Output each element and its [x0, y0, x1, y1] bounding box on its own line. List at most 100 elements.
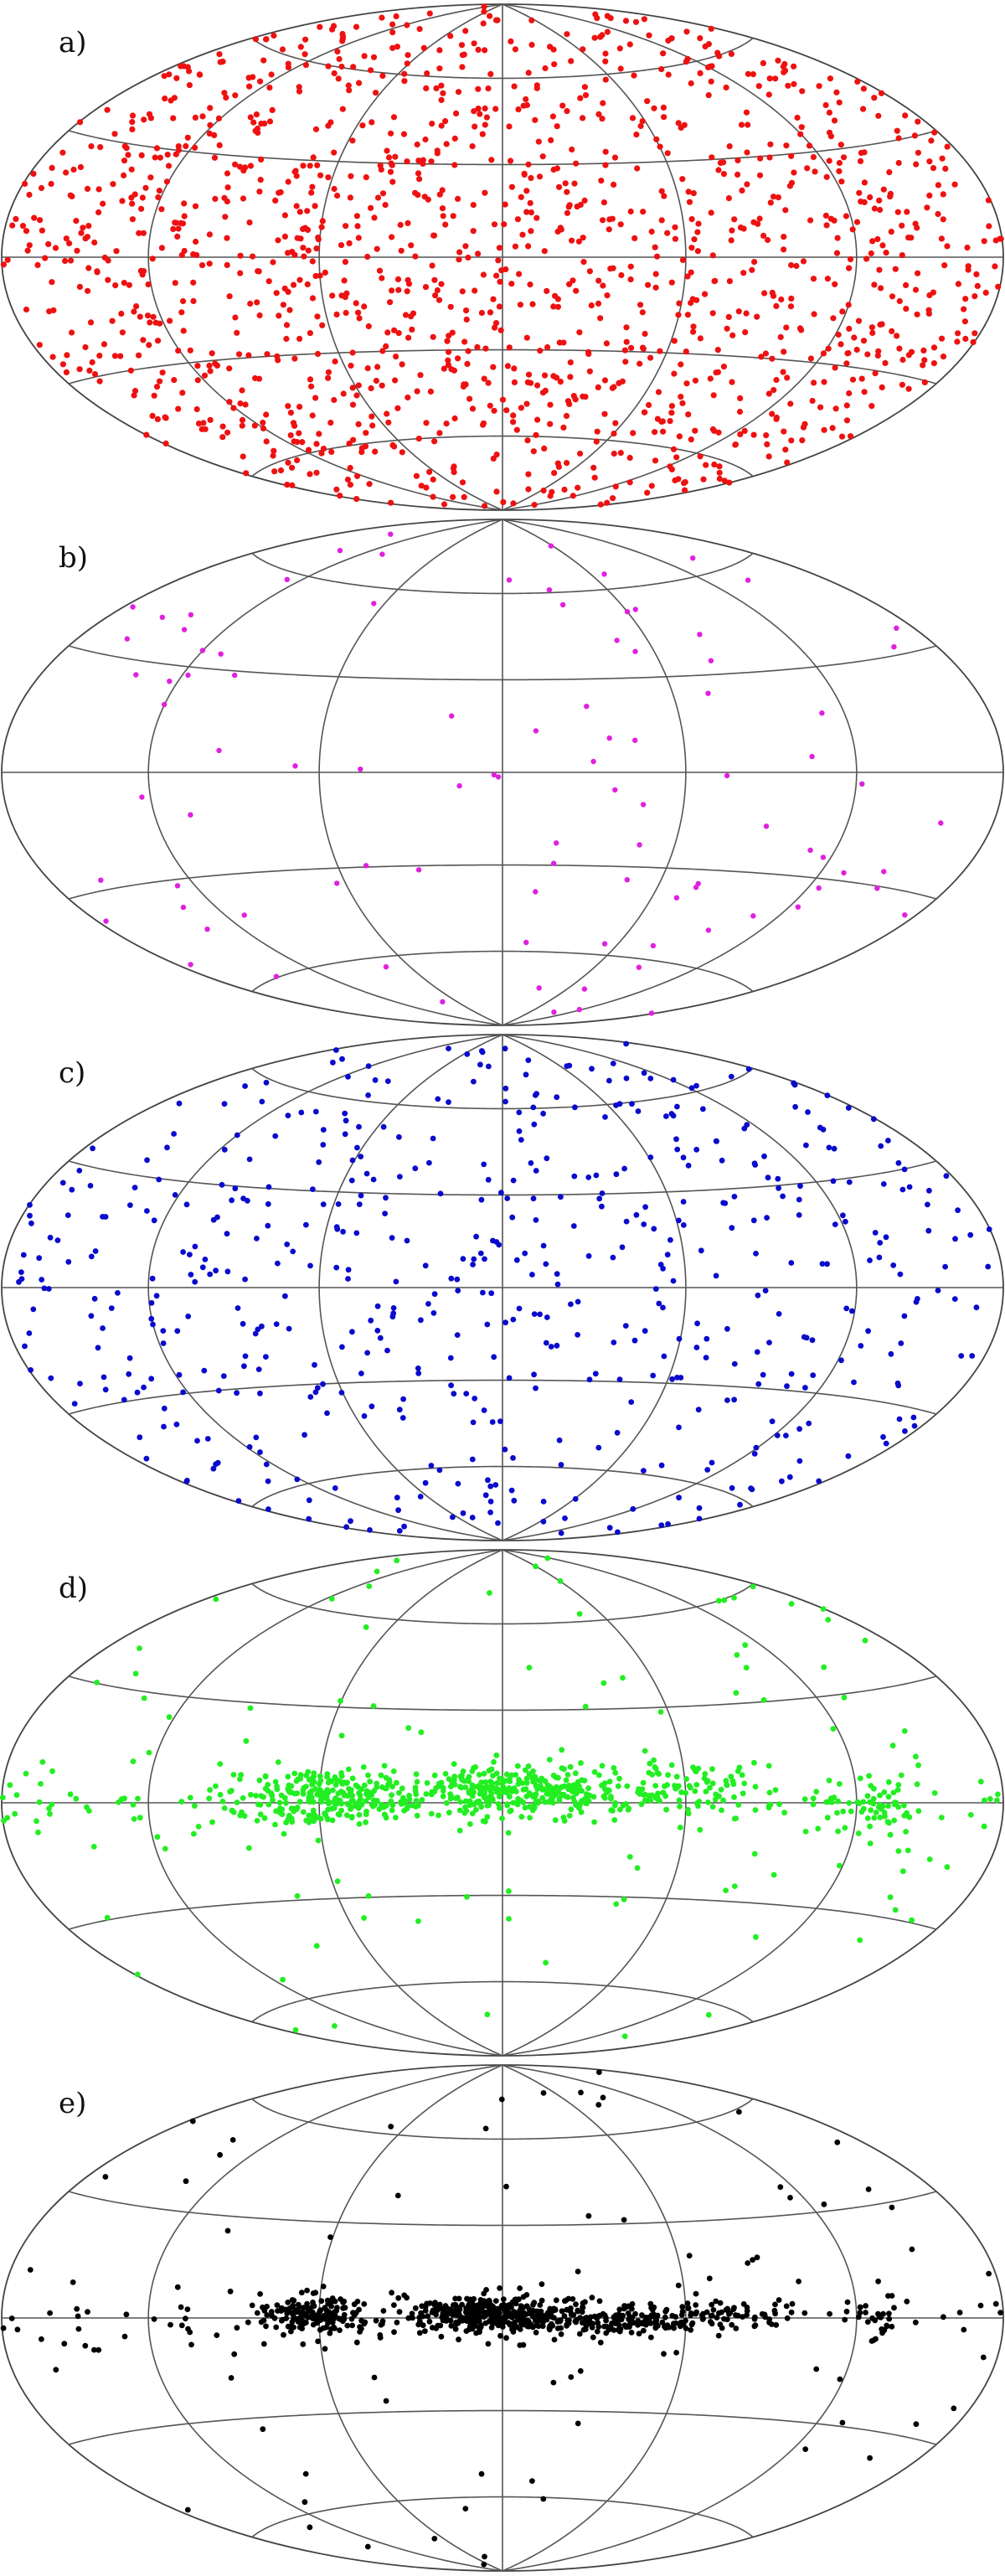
data-point	[773, 414, 781, 421]
data-point	[131, 388, 139, 395]
data-point	[640, 345, 647, 352]
data-point	[755, 220, 761, 227]
data-point	[26, 1330, 33, 1336]
data-point	[453, 110, 460, 116]
data-point	[547, 401, 554, 408]
data-point	[364, 1350, 370, 1356]
data-point	[738, 121, 745, 128]
data-point	[479, 131, 486, 137]
data-point	[902, 112, 909, 119]
data-point	[373, 377, 379, 385]
data-point	[300, 2341, 307, 2347]
data-point	[385, 154, 393, 161]
data-point	[489, 1419, 496, 1425]
data-point	[955, 1207, 961, 1214]
data-point	[337, 548, 343, 554]
data-point	[111, 353, 118, 359]
data-point	[909, 2246, 915, 2253]
data-point	[967, 1812, 974, 1818]
data-point	[286, 1325, 292, 1332]
data-point	[911, 1422, 918, 1429]
data-point	[464, 2318, 470, 2324]
data-point	[213, 1267, 219, 1274]
data-point	[522, 1767, 528, 1773]
data-point	[535, 1799, 542, 1804]
data-point	[358, 1192, 364, 1199]
data-point	[456, 2336, 461, 2343]
data-point	[355, 1804, 362, 1811]
data-point	[383, 963, 389, 970]
data-point	[173, 75, 180, 81]
data-point	[353, 392, 360, 399]
data-point	[776, 2297, 782, 2303]
data-point	[413, 1771, 420, 1778]
data-point	[315, 1837, 322, 1844]
data-point	[628, 2330, 635, 2336]
data-point	[64, 1212, 71, 1218]
data-point	[622, 18, 630, 24]
data-point	[447, 33, 454, 39]
data-point	[374, 194, 382, 201]
data-point	[868, 1807, 874, 1814]
data-point	[340, 1789, 346, 1796]
data-point	[638, 1801, 645, 1808]
data-point	[791, 1080, 796, 1087]
data-point	[539, 2297, 545, 2304]
data-point	[899, 252, 905, 259]
data-point	[731, 1396, 737, 1403]
data-point	[194, 377, 201, 384]
data-point	[176, 1100, 183, 1107]
data-point	[969, 1353, 976, 1359]
data-point	[894, 127, 900, 134]
data-point	[436, 47, 443, 54]
data-point	[755, 83, 762, 90]
data-point	[257, 2291, 263, 2297]
data-point	[973, 1304, 980, 1311]
data-point	[557, 225, 564, 231]
data-point	[571, 1785, 578, 1792]
data-point	[664, 150, 671, 157]
data-point	[527, 199, 533, 206]
data-point	[478, 1048, 485, 1054]
data-point	[606, 1077, 612, 1084]
data-point	[624, 609, 631, 615]
data-point	[210, 1465, 217, 1472]
data-point	[724, 1397, 730, 1403]
data-point	[528, 1160, 534, 1166]
data-point	[816, 1478, 822, 1484]
data-point	[482, 1819, 488, 1825]
data-point	[522, 1250, 528, 1257]
data-point	[265, 1222, 271, 1229]
data-point	[684, 55, 691, 62]
data-point	[528, 17, 535, 23]
data-point	[293, 203, 300, 209]
data-point	[597, 2339, 604, 2346]
data-point	[810, 1795, 817, 1802]
data-point	[371, 601, 377, 607]
data-point	[858, 375, 865, 382]
data-point	[173, 1421, 180, 1427]
data-point	[368, 204, 374, 211]
sky-map-c	[1, 1034, 1004, 1541]
data-point	[289, 1819, 296, 1825]
data-point	[373, 2317, 379, 2324]
data-point	[694, 229, 701, 235]
data-point	[683, 1790, 689, 1796]
data-point	[857, 157, 864, 164]
data-point	[712, 1796, 719, 1803]
data-point	[750, 1583, 756, 1590]
data-point	[349, 1157, 356, 1164]
data-point	[642, 1204, 648, 1211]
data-point	[554, 296, 562, 302]
meridian-line	[147, 3, 503, 511]
data-point	[637, 122, 644, 130]
data-point	[821, 379, 827, 385]
data-point	[383, 2398, 389, 2404]
data-point	[652, 271, 659, 277]
data-point	[358, 1371, 364, 1376]
data-point	[575, 238, 583, 245]
sky-map-e	[0, 2064, 1004, 2572]
data-point	[337, 1812, 343, 1818]
data-point	[527, 1815, 533, 1821]
data-point	[708, 78, 714, 85]
